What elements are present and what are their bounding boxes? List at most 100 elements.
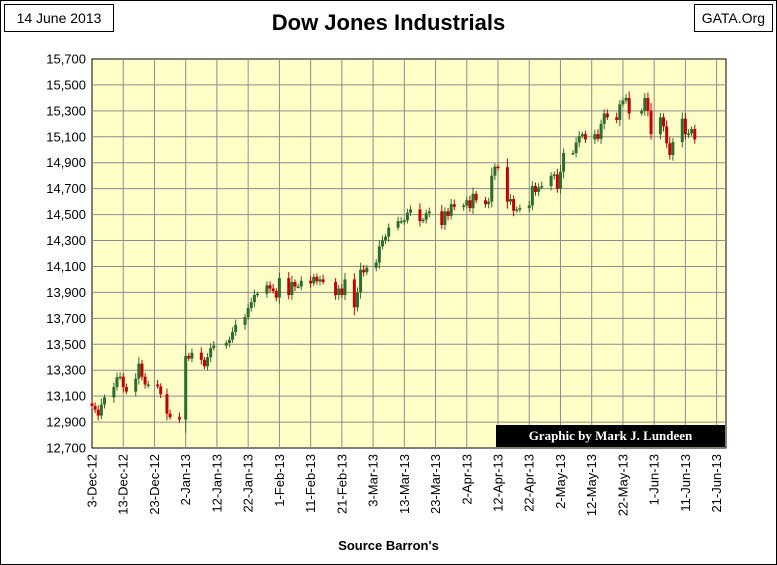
candle xyxy=(296,283,300,289)
candle-body xyxy=(599,123,603,139)
candle-body xyxy=(493,166,497,176)
candle-body xyxy=(143,376,147,385)
candle-body xyxy=(156,384,160,387)
candle-body xyxy=(690,129,694,134)
x-tick-label: 11-Feb-13 xyxy=(303,454,318,513)
candle xyxy=(287,272,291,300)
candle-body xyxy=(277,278,281,298)
candle-body xyxy=(380,240,384,247)
candle xyxy=(243,313,247,330)
candle-body xyxy=(683,118,687,135)
candle-body xyxy=(321,279,325,283)
candle xyxy=(268,281,272,293)
source-label: GATA.Org xyxy=(693,4,773,32)
candle-body xyxy=(287,278,291,295)
candle-body xyxy=(102,397,106,405)
candle xyxy=(362,265,366,277)
candle-body xyxy=(562,153,566,172)
candle-body xyxy=(509,199,513,202)
candle-body xyxy=(146,384,150,386)
candle xyxy=(424,209,428,224)
candle-body xyxy=(312,276,316,284)
candle xyxy=(159,383,163,399)
y-tick-label: 13,500 xyxy=(46,337,86,352)
candle-body xyxy=(640,110,644,114)
x-tick-label: 21-Jun-13 xyxy=(709,454,724,513)
candle-body xyxy=(299,280,303,287)
x-tick-label: 12-Jan-13 xyxy=(209,454,224,513)
candle xyxy=(318,275,322,286)
candle-body xyxy=(159,386,163,395)
candle-body xyxy=(443,211,447,225)
y-tick-label: 13,300 xyxy=(46,363,86,378)
x-tick-label: 12-May-13 xyxy=(584,454,599,516)
candle xyxy=(252,289,256,307)
candle xyxy=(209,343,213,363)
candle-body xyxy=(643,97,647,111)
candle xyxy=(165,388,169,421)
candle-body xyxy=(583,134,587,140)
candle-body xyxy=(533,186,537,192)
candle-body xyxy=(540,186,544,188)
candle xyxy=(509,194,513,205)
candle-body xyxy=(555,174,559,189)
candle-body xyxy=(484,200,488,205)
candle xyxy=(574,137,578,158)
candle xyxy=(271,283,275,294)
candle-body xyxy=(118,376,122,379)
candle xyxy=(421,217,425,224)
candle-body xyxy=(121,376,125,388)
candle xyxy=(649,103,653,140)
candle xyxy=(665,120,669,148)
candle xyxy=(518,204,522,213)
candle xyxy=(340,284,344,298)
candle xyxy=(334,278,338,300)
candle-body xyxy=(646,97,650,111)
candle-body xyxy=(374,262,378,268)
candle-body xyxy=(365,267,369,273)
candle-body xyxy=(558,171,562,189)
candle xyxy=(662,113,666,132)
candle-body xyxy=(99,404,103,416)
candle-body xyxy=(462,205,466,208)
y-tick-label: 13,100 xyxy=(46,389,86,404)
candle xyxy=(555,168,559,193)
candle xyxy=(580,131,584,139)
candle-body xyxy=(249,302,253,308)
candle-body xyxy=(665,126,669,144)
candle-body xyxy=(337,288,341,295)
candle xyxy=(359,262,363,299)
candle-body xyxy=(274,291,278,298)
candle xyxy=(687,129,691,139)
candle xyxy=(321,274,325,285)
candle xyxy=(387,223,391,242)
candle-body xyxy=(518,208,522,210)
candle-body xyxy=(658,117,662,135)
candle xyxy=(399,216,403,224)
candle xyxy=(274,288,278,302)
candle xyxy=(693,124,697,144)
candle xyxy=(206,353,210,371)
candle xyxy=(231,327,235,343)
candle xyxy=(683,112,687,140)
candle xyxy=(137,357,141,385)
candle-body xyxy=(184,355,188,420)
x-tick-label: 2-Jan-13 xyxy=(178,454,193,505)
y-tick-label: 13,700 xyxy=(46,311,86,326)
candle-body xyxy=(487,201,491,205)
candle-body xyxy=(296,286,300,289)
candle-body xyxy=(140,363,144,377)
candle-body xyxy=(602,113,606,124)
candle xyxy=(690,126,694,137)
x-tick-label: 23-Mar-13 xyxy=(428,454,443,514)
candle-body xyxy=(680,118,684,142)
candle-body xyxy=(377,246,381,263)
candle-body xyxy=(574,142,578,154)
candle xyxy=(177,412,181,423)
candle xyxy=(380,235,384,250)
candle-body xyxy=(177,417,181,420)
candle xyxy=(343,272,347,301)
candle xyxy=(202,356,206,370)
candle xyxy=(627,91,631,120)
candle xyxy=(602,109,606,130)
